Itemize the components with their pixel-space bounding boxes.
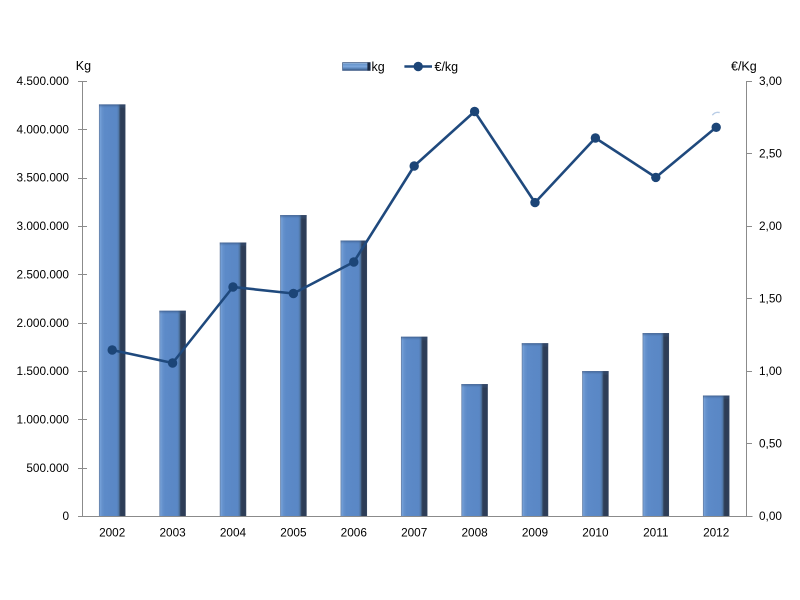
svg-text:1.000.000: 1.000.000 [17,413,70,427]
svg-text:2002: 2002 [99,526,125,540]
svg-text:2005: 2005 [280,526,307,540]
svg-text:2011: 2011 [643,526,668,540]
svg-text:2003: 2003 [159,526,186,540]
svg-text:kg: kg [372,60,385,74]
svg-text:3.500.000: 3.500.000 [17,171,70,185]
svg-text:€/kg: €/kg [435,60,459,74]
svg-text:2,00: 2,00 [759,219,782,233]
svg-text:3.000.000: 3.000.000 [17,219,70,233]
svg-text:1.500.000: 1.500.000 [17,364,70,378]
svg-text:4.500.000: 4.500.000 [17,74,70,88]
svg-text:0,00: 0,00 [759,509,782,523]
svg-text:2.000.000: 2.000.000 [17,316,70,330]
svg-text:€/Kg: €/Kg [731,60,757,74]
svg-text:0,50: 0,50 [759,437,782,451]
svg-text:2,50: 2,50 [759,147,782,161]
svg-text:2012: 2012 [703,526,729,540]
svg-text:3,00: 3,00 [759,74,782,88]
svg-text:Kg: Kg [76,59,91,73]
svg-text:2008: 2008 [461,526,488,540]
svg-text:4.000.000: 4.000.000 [17,122,70,136]
svg-text:1,00: 1,00 [759,364,782,378]
svg-text:2.500.000: 2.500.000 [17,267,70,281]
svg-text:500.000: 500.000 [26,461,69,475]
svg-text:2009: 2009 [522,526,548,540]
svg-text:2007: 2007 [401,526,427,540]
svg-text:0: 0 [62,509,69,523]
svg-text:1,50: 1,50 [759,292,782,306]
svg-text:2010: 2010 [582,526,609,540]
svg-text:2004: 2004 [220,526,247,540]
svg-text:2006: 2006 [341,526,368,540]
